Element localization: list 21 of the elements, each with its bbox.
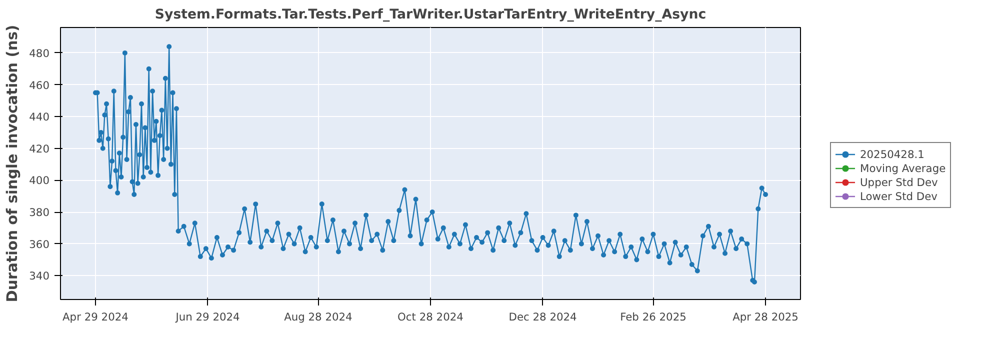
y-tick-label: 480 (29, 46, 50, 60)
x-tick-label: Aug 28 2024 (284, 310, 353, 324)
chart-title: System.Formats.Tar.Tests.Perf_TarWriter.UstarTarEntry_WriteEntry_Async (154, 8, 706, 22)
legend-label: Upper Std Dev (860, 175, 938, 189)
x-tick-label: Oct 28 2024 (398, 310, 464, 324)
x-tick-label: Apr 29 2024 (62, 310, 129, 324)
y-tick-label: 460 (29, 78, 50, 92)
y-tick-label: 420 (29, 142, 50, 156)
y-tick-label: 400 (29, 174, 50, 188)
legend-label: 20250428.1 (860, 147, 924, 161)
y-tick-label: 360 (29, 238, 50, 251)
y-axis-title: Duration of single invocation (ns) (4, 24, 22, 302)
x-tick-label: Apr 28 2025 (732, 310, 798, 324)
x-tick-label: Dec 28 2024 (508, 310, 578, 324)
legend-label: Lower Std Dev (860, 189, 938, 203)
y-tick-label: 440 (29, 110, 50, 124)
x-tick-label: Jun 29 2024 (174, 310, 240, 324)
y-tick-label: 340 (29, 270, 50, 283)
x-tick-label: Feb 26 2025 (620, 310, 686, 324)
y-tick-label: 380 (29, 206, 50, 220)
legend-label: Moving Average (860, 161, 946, 175)
